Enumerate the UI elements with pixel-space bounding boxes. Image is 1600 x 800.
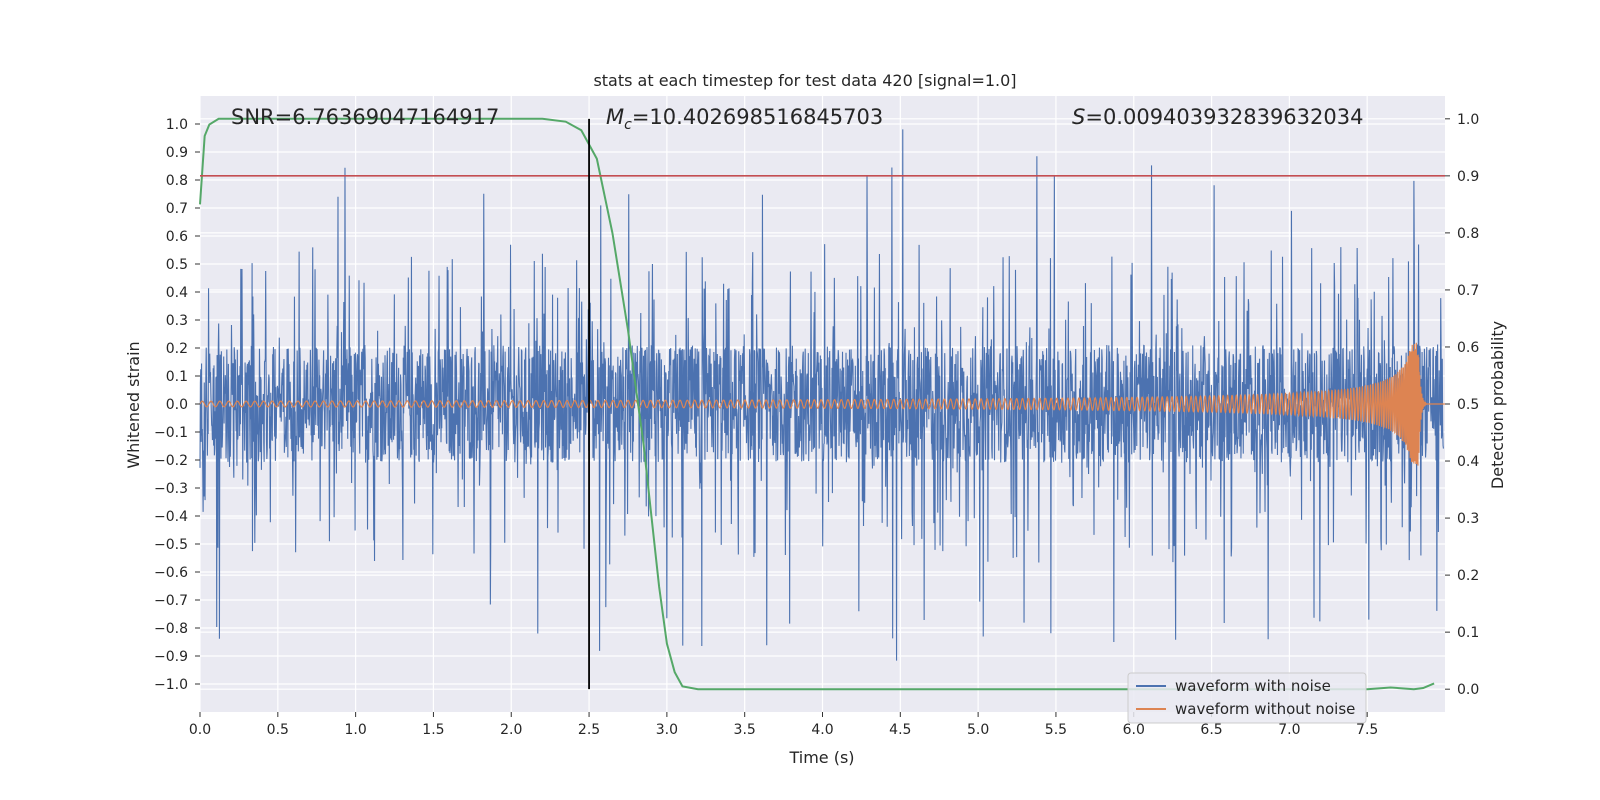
x-tick-label: 2.0 bbox=[500, 722, 522, 738]
y-tick-label: 0.7 bbox=[166, 201, 188, 217]
x-tick-label: 5.0 bbox=[967, 722, 989, 738]
snr-annotation: SNR=6.76369047164917 bbox=[231, 105, 499, 129]
y-tick-label: −0.3 bbox=[154, 481, 188, 497]
y2-tick-label: 0.9 bbox=[1457, 169, 1479, 185]
x-tick-label: 6.5 bbox=[1200, 722, 1222, 738]
noise-trace bbox=[199, 129, 1444, 661]
waveform-without-noise-series bbox=[199, 342, 1446, 466]
x-tick-label: 3.0 bbox=[656, 722, 678, 738]
y2-tick-label: 0.4 bbox=[1457, 454, 1479, 470]
x-tick-label: 4.0 bbox=[811, 722, 833, 738]
x-tick-label: 7.0 bbox=[1278, 722, 1300, 738]
x-tick-label: 7.5 bbox=[1356, 722, 1378, 738]
reference-lines bbox=[200, 118, 1445, 690]
x-tick-label: 1.0 bbox=[344, 722, 366, 738]
x-tick-label: 3.5 bbox=[734, 722, 756, 738]
mc-symbol: M bbox=[606, 105, 624, 129]
y2-tick-label: 0.7 bbox=[1457, 283, 1479, 299]
y2-tick-label: 0.1 bbox=[1457, 625, 1479, 641]
y-tick-label: −0.2 bbox=[154, 453, 188, 469]
y2-axis-label: Detection probability bbox=[1488, 321, 1507, 489]
y2-axis-ticks: 1.0 0.9 0.8 0.7 0.6 0.5 0.4 0.3 0.2 0.1 0.0 bbox=[1445, 112, 1479, 698]
y-tick-label: 0.0 bbox=[166, 397, 188, 413]
x-tick-label: 5.5 bbox=[1045, 722, 1067, 738]
x-tick-label: 0.0 bbox=[189, 722, 211, 738]
s-value: =0.009403932839632034 bbox=[1085, 105, 1363, 129]
y-tick-label: 0.4 bbox=[166, 285, 188, 301]
x-axis-ticks: 0.0 0.5 1.0 1.5 2.0 2.5 3.0 3.5 4.0 4.5 5.0 5.5 6.0 6… bbox=[189, 712, 1378, 738]
legend-label-noise: waveform with noise bbox=[1175, 677, 1331, 695]
legend: waveform with noise waveform without noi… bbox=[1127, 672, 1367, 724]
y-tick-label: −0.5 bbox=[154, 537, 188, 553]
mc-annotation: Mc=10.402698516845703 bbox=[606, 105, 883, 133]
legend-box bbox=[1127, 672, 1367, 724]
y-tick-label: −0.6 bbox=[154, 565, 188, 581]
y2-tick-label: 0.6 bbox=[1457, 340, 1479, 356]
y-tick-label: 0.2 bbox=[166, 341, 188, 357]
y-tick-label: −1.0 bbox=[154, 677, 188, 693]
clean-trace bbox=[199, 342, 1446, 466]
legend-label-clean: waveform without noise bbox=[1175, 700, 1355, 718]
x-tick-label: 0.5 bbox=[267, 722, 289, 738]
mc-subscript: c bbox=[624, 117, 632, 133]
y2-tick-label: 0.8 bbox=[1457, 226, 1479, 242]
y-tick-label: 0.9 bbox=[166, 145, 188, 161]
s-annotation: S=0.009403932839632034 bbox=[1072, 105, 1363, 129]
y-tick-label: 0.6 bbox=[166, 229, 188, 245]
y-tick-label: 0.5 bbox=[166, 257, 188, 273]
y-axis-ticks: 1.0 0.9 0.8 0.7 0.6 0.5 0.4 0.3 0.2 0.1 0.0 −0.1 −0.… bbox=[154, 117, 200, 693]
y-tick-label: −0.9 bbox=[154, 649, 188, 665]
x-tick-label: 1.5 bbox=[422, 722, 444, 738]
mc-value: =10.402698516845703 bbox=[632, 105, 883, 129]
y2-tick-label: 0.3 bbox=[1457, 511, 1479, 527]
y2-tick-label: 0.0 bbox=[1457, 682, 1479, 698]
s-symbol: S bbox=[1072, 105, 1085, 129]
x-axis-label: Time (s) bbox=[788, 748, 854, 767]
y-tick-label: 0.3 bbox=[166, 313, 188, 329]
plot-series bbox=[199, 117, 1446, 691]
y-tick-label: 0.8 bbox=[166, 173, 188, 189]
x-tick-label: 2.5 bbox=[578, 722, 600, 738]
waveform-with-noise-series bbox=[199, 129, 1444, 661]
y-tick-label: 1.0 bbox=[166, 117, 188, 133]
x-tick-label: 4.5 bbox=[889, 722, 911, 738]
probability-trace bbox=[199, 117, 1435, 691]
y-tick-label: −0.4 bbox=[154, 509, 188, 525]
y-tick-label: −0.8 bbox=[154, 621, 188, 637]
y-tick-label: −0.7 bbox=[154, 593, 188, 609]
y-axis-label: Whitened strain bbox=[124, 341, 143, 468]
y2-tick-label: 1.0 bbox=[1457, 112, 1479, 128]
y2-tick-label: 0.5 bbox=[1457, 397, 1479, 413]
y-tick-label: −0.1 bbox=[154, 425, 188, 441]
x-tick-label: 6.0 bbox=[1123, 722, 1145, 738]
y-tick-label: 0.1 bbox=[166, 369, 188, 385]
detection-probability-series bbox=[199, 117, 1435, 691]
chart-title: stats at each timestep for test data 420… bbox=[593, 71, 1016, 90]
y2-tick-label: 0.2 bbox=[1457, 568, 1479, 584]
